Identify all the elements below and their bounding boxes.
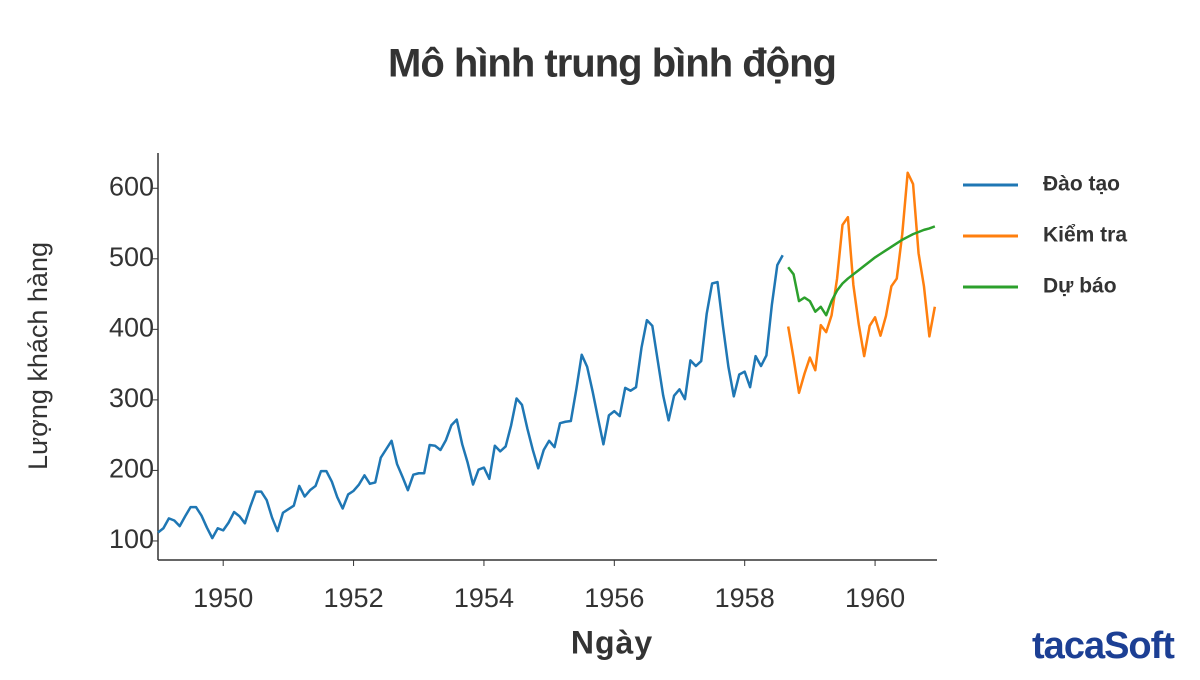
- x-tick-label: 1956: [584, 583, 644, 613]
- x-axis-label: Ngày: [571, 624, 653, 660]
- legend-label: Kiểm tra: [1043, 224, 1127, 247]
- x-tick-label: 1960: [845, 583, 905, 613]
- y-axis-label: Lượng khách hàng: [23, 242, 53, 470]
- y-tick-label: 100: [109, 524, 154, 554]
- x-tick-label: 1950: [193, 583, 253, 613]
- series-line: [786, 171, 937, 395]
- series-line: [157, 254, 784, 540]
- chart-title: Mô hình trung bình động: [388, 42, 836, 86]
- logo-box: [1006, 620, 1200, 675]
- x-tick-label: 1954: [454, 583, 514, 613]
- x-tick-label: 1958: [715, 583, 775, 613]
- y-tick-label: 600: [109, 171, 154, 201]
- y-tick-label: 400: [109, 312, 154, 342]
- legend-label: Dự báo: [1043, 275, 1117, 298]
- series-line: [787, 225, 936, 317]
- x-tick-label: 1952: [324, 583, 384, 613]
- y-tick-label: 500: [109, 242, 154, 272]
- legend-label: Đào tạo: [1043, 173, 1120, 196]
- y-tick-label: 300: [109, 383, 154, 413]
- y-tick-label: 200: [109, 454, 154, 484]
- logo: tacaSoft: [1032, 625, 1175, 667]
